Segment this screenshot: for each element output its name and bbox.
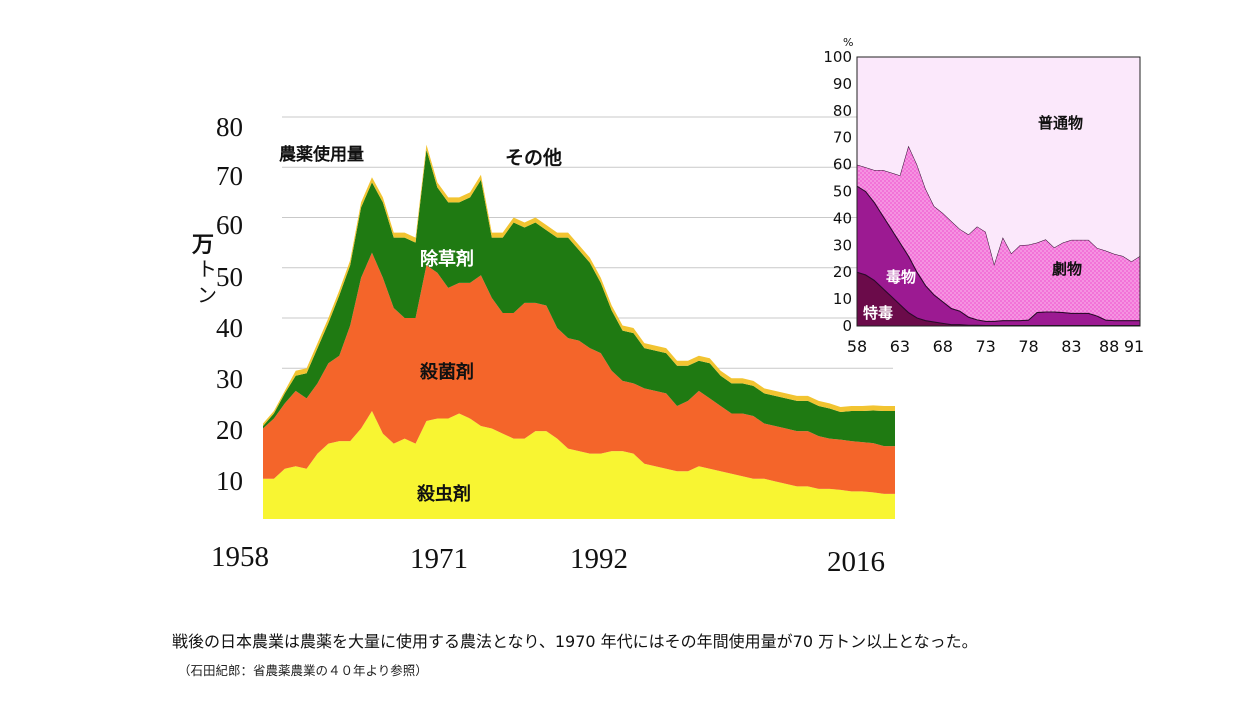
inset-x-tick-label: 83: [1061, 337, 1081, 356]
inset-frame: [856, 56, 1141, 327]
inset-y-tick-label: 40: [833, 209, 852, 227]
herbicide-area: [263, 149, 895, 447]
inset-y-tick-label: 10: [833, 290, 852, 308]
inset-y-tick-label: 100: [823, 48, 852, 66]
main-y-axis-label-char: 万: [191, 233, 214, 258]
main-y-tick-label: 10: [216, 466, 243, 496]
main-x-tick-labels: 1958 1971 1992 2016: [211, 541, 885, 578]
inset-x-tick-label: 68: [933, 337, 953, 356]
inset-area-layers: [856, 57, 1141, 327]
main-y-axis-label: 万トン: [191, 233, 217, 307]
main-y-tick-label: 40: [216, 313, 243, 343]
main-y-tick-label: 80: [216, 112, 243, 142]
inset-y-tick-label: 20: [833, 263, 852, 281]
usage-label: 農薬使用量: [279, 144, 364, 165]
inset-y-tick-label: 60: [833, 156, 852, 174]
main-x-tick-label: 1958: [211, 541, 269, 573]
main-y-axis-label-char: ン: [197, 283, 217, 307]
insecticide-label: 殺虫剤: [416, 483, 471, 505]
fungicide-area: [263, 252, 895, 494]
inset-y-tick-label: 90: [833, 75, 852, 93]
main-y-tick-label: 20: [216, 415, 243, 445]
inset-plot-border: [856, 56, 1141, 327]
inset-x-tick-label: 78: [1018, 337, 1038, 356]
inset-x-tick-label: 88: [1099, 337, 1119, 356]
inset-x-tick-label: 73: [975, 337, 995, 356]
main-x-tick-label: 2016: [827, 546, 885, 578]
futsubutsu-label: 普通物: [1038, 114, 1083, 132]
main-y-tick-labels: 80 70 60 50 40 30 20 10: [216, 112, 243, 496]
main-y-tick-label: 60: [216, 210, 243, 240]
inset-y-tick-label: 50: [833, 183, 852, 201]
main-y-tick-label: 30: [216, 364, 243, 394]
inset-y-tick-label: 0: [842, 317, 852, 335]
main-y-tick-label: 70: [216, 161, 243, 191]
main-y-tick-label: 50: [216, 262, 243, 292]
inset-y-tick-label: 30: [833, 236, 852, 254]
caption: 戦後の日本農業は農薬を大量に使用する農法となり、1970 年代にはその年間使用量…: [172, 632, 978, 651]
herbicide-label: 除草剤: [420, 248, 474, 270]
inset-y-tick-label: 70: [833, 129, 852, 147]
source-note: （石田紀郎：省農薬農業の４０年より参照）: [178, 663, 428, 678]
inset-x-tick-label: 63: [890, 337, 910, 356]
main-chart: 80 70 60 50 40 30 20 10 1958 1971 1992 2016 万トン 農薬…: [191, 112, 895, 578]
gekibutsu-label: 劇物: [1052, 260, 1082, 278]
tokudoku-label: 特毒: [863, 304, 893, 322]
fungicide-label: 殺菌剤: [419, 361, 474, 383]
main-x-tick-label: 1992: [570, 543, 628, 575]
other-label: その他: [505, 146, 562, 169]
futsubutsu-area: [857, 57, 1140, 265]
inset-x-tick-label: 91: [1124, 337, 1144, 356]
inset-x-tick-label: 58: [847, 337, 867, 356]
inset-unit-label: %: [843, 36, 853, 49]
main-area-layers: [263, 144, 895, 519]
inset-y-tick-label: 80: [833, 102, 852, 120]
inset-unit-label: %: [843, 36, 853, 49]
dokubutsu-label: 毒物: [886, 268, 916, 286]
main-y-axis-label-char: ト: [197, 257, 217, 281]
insecticide-area: [263, 410, 895, 519]
inset-x-tick-labels: 58 63 68 73 78 83 88 91: [847, 337, 1144, 356]
main-x-tick-label: 1971: [410, 543, 468, 575]
